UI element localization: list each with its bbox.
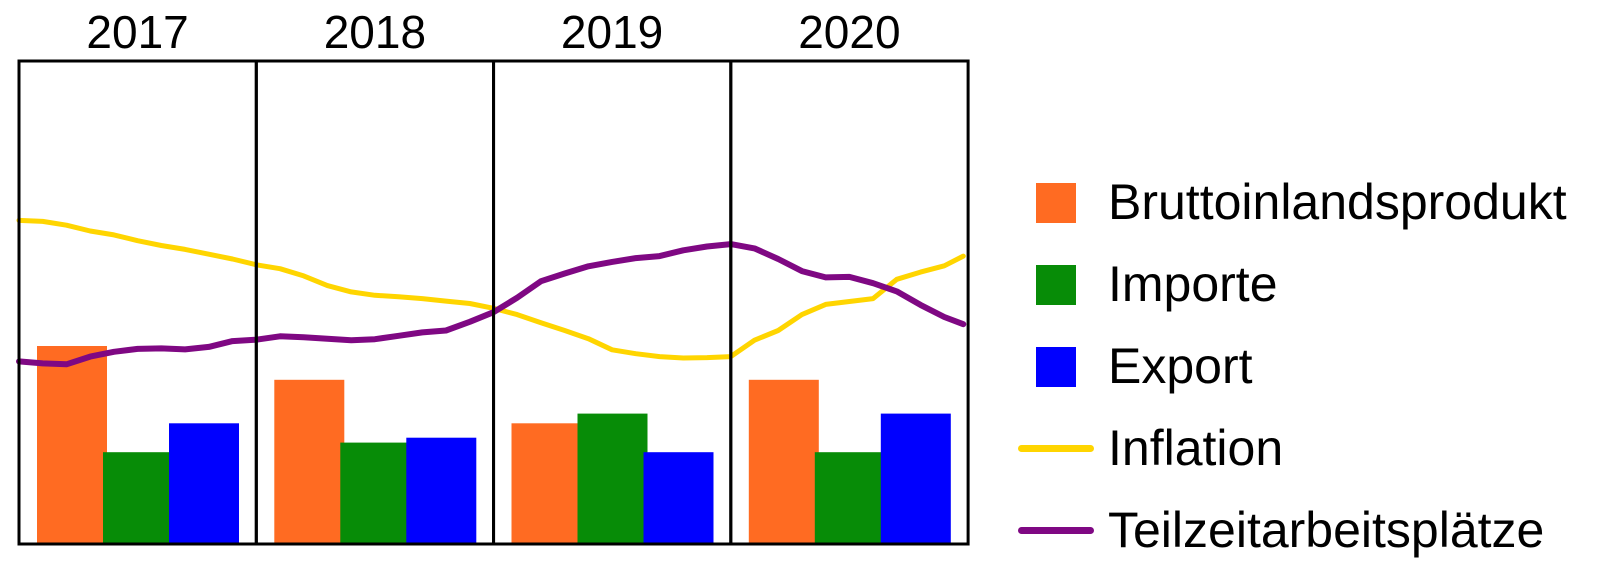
bar-importe-2017	[103, 452, 173, 544]
category-label-2020: 2020	[798, 6, 900, 58]
panel-2020	[729, 59, 970, 546]
legend-item-importe: Importe	[1018, 248, 1608, 330]
line-inflation	[16, 217, 966, 361]
legend: Bruttoinlandsprodukt Importe Export Infl…	[1018, 166, 1608, 576]
bar-importe-2019	[577, 413, 648, 544]
category-label-2018: 2018	[324, 6, 426, 58]
legend-label-teilzeitarbeitsplaetze: Teilzeitarbeitsplätze	[1108, 502, 1545, 558]
legend-item-teilzeitarbeitsplaetze: Teilzeitarbeitsplätze	[1018, 494, 1608, 576]
bar-importe-2018	[340, 442, 411, 544]
legend-item-export: Export	[1018, 330, 1608, 412]
category-label-2019: 2019	[561, 6, 663, 58]
bar-bruttoinlandsprodukt-2017	[37, 346, 107, 544]
legend-line-inflation	[1018, 445, 1094, 452]
bar-bruttoinlandsprodukt-2020	[748, 379, 819, 544]
category-label-2017: 2017	[86, 6, 188, 58]
bars-layer	[37, 346, 951, 545]
bar-export-2017	[169, 423, 239, 545]
legend-swatch-bruttoinlandsprodukt	[1036, 183, 1076, 223]
bar-importe-2020	[814, 452, 885, 544]
legend-label-importe: Importe	[1108, 256, 1278, 312]
bar-bruttoinlandsprodukt-2018	[274, 379, 345, 544]
plot-frame	[17, 59, 970, 546]
legend-label-inflation: Inflation	[1108, 420, 1284, 476]
legend-item-bruttoinlandsprodukt: Bruttoinlandsprodukt	[1018, 166, 1608, 248]
bar-export-2018	[406, 437, 477, 544]
bar-export-2019	[643, 452, 714, 544]
legend-line-teilzeitarbeitsplaetze	[1018, 527, 1094, 534]
legend-swatch-export	[1036, 347, 1076, 387]
bar-export-2020	[880, 413, 951, 544]
legend-label-bruttoinlandsprodukt: Bruttoinlandsprodukt	[1108, 174, 1567, 230]
lines-layer	[16, 217, 967, 368]
legend-item-inflation: Inflation	[1018, 412, 1608, 494]
legend-label-export: Export	[1108, 338, 1253, 394]
legend-swatch-importe	[1036, 265, 1076, 305]
bar-bruttoinlandsprodukt-2019	[511, 423, 582, 545]
category-labels: 2017 2018 2019 2020	[86, 6, 900, 58]
